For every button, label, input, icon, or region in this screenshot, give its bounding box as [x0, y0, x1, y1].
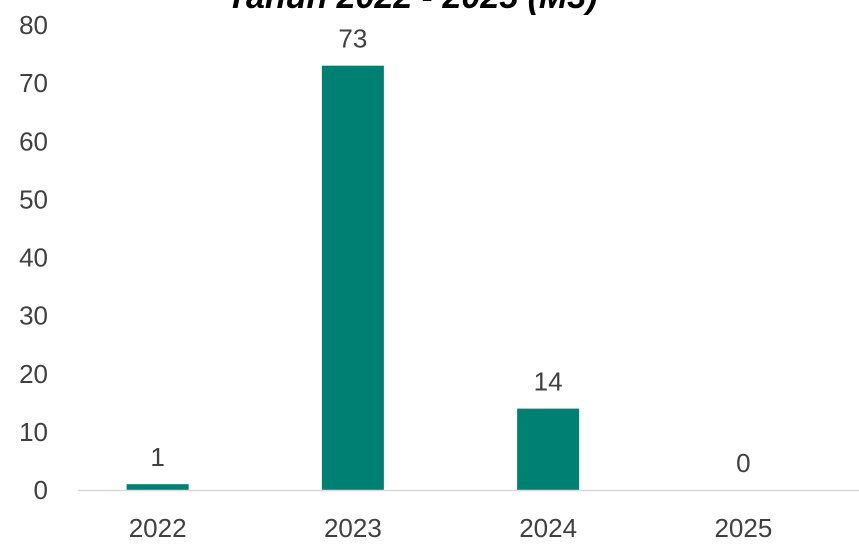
y-tick-label-50: 50: [19, 184, 48, 214]
y-tick-label-70: 70: [19, 68, 48, 98]
bar-2023: [321, 65, 384, 490]
bar-2022: [126, 484, 189, 490]
bar-2024: [517, 408, 580, 490]
x-axis-tick-labels: 2022 2023 2024 2025: [129, 513, 773, 543]
data-label-2023: 73: [338, 24, 367, 54]
y-tick-label-60: 60: [19, 126, 48, 156]
data-labels-group: 1 73 14 0: [150, 24, 750, 478]
data-label-2024: 14: [534, 367, 563, 397]
y-tick-label-0: 0: [34, 475, 48, 505]
y-tick-label-20: 20: [19, 359, 48, 389]
y-tick-label-40: 40: [19, 243, 48, 273]
data-label-2025: 0: [736, 448, 750, 478]
data-label-2022: 1: [150, 442, 164, 472]
x-tick-label-2025: 2025: [714, 513, 772, 543]
x-tick-label-2023: 2023: [324, 513, 382, 543]
y-tick-label-30: 30: [19, 301, 48, 331]
y-tick-label-80: 80: [19, 10, 48, 40]
y-axis-tick-labels: 0 10 20 30 40 50 60 70 80: [19, 10, 48, 505]
y-tick-label-10: 10: [19, 417, 48, 447]
x-tick-label-2024: 2024: [519, 513, 577, 543]
bars-group: [126, 65, 580, 490]
chart-title: Tahun 2022 - 2025 (M3): [227, 0, 598, 16]
x-tick-label-2022: 2022: [129, 513, 187, 543]
